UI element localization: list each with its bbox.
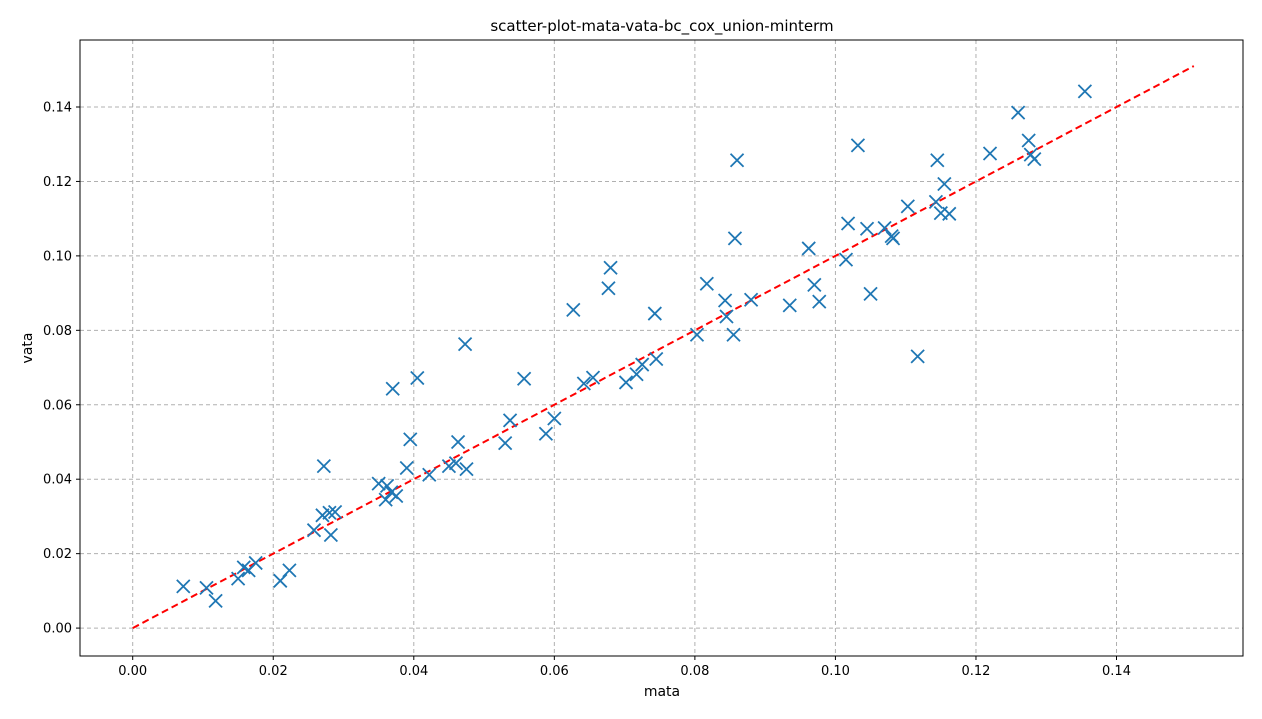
scatter-point — [629, 367, 644, 382]
scatter-point — [273, 573, 288, 588]
x-axis-label: mata — [644, 684, 680, 700]
scatter-point — [502, 413, 518, 428]
scatter-point — [649, 351, 664, 367]
scatter-point — [576, 376, 591, 391]
scatter-point — [1021, 133, 1036, 148]
x-tick-label: 0.14 — [1102, 664, 1131, 679]
plot-area-frame — [79, 39, 1244, 657]
scatter-point — [782, 298, 797, 313]
scatter-point — [199, 580, 214, 596]
scatter-point — [176, 579, 191, 594]
scatter-point — [900, 199, 915, 214]
scatter-point — [399, 460, 414, 476]
scatter-point — [389, 488, 404, 504]
scatter-point — [498, 435, 513, 451]
scatter-point — [585, 370, 601, 385]
scatter-point — [930, 153, 945, 168]
scatter-point — [306, 523, 322, 538]
scatter-point — [208, 593, 223, 609]
scatter-point — [699, 276, 714, 291]
scatter-point — [547, 411, 562, 426]
scatter-point — [323, 527, 339, 543]
scatter-point — [448, 456, 464, 471]
scatter-point — [1027, 151, 1042, 167]
y-axis-ticks: 0.00 0.02 0.04 0.06 0.08 0.10 0.12 0.14 — [43, 100, 80, 637]
scatter-point — [378, 492, 393, 507]
scatter-point — [726, 327, 741, 342]
scatter-point — [248, 555, 263, 571]
scatter-point — [371, 476, 386, 491]
grid-lines — [80, 40, 1243, 656]
scatter-point — [928, 194, 944, 210]
scatter-point — [743, 292, 759, 307]
scatter-point — [689, 327, 705, 342]
y-tick-label: 0.10 — [43, 249, 72, 264]
scatter-point — [729, 153, 745, 168]
y-tick-label: 0.14 — [43, 100, 72, 115]
chart-title: scatter-plot-mata-vata-bc_cox_union-mint… — [490, 17, 833, 36]
scatter-point — [327, 504, 343, 520]
scatter-point — [385, 381, 400, 396]
scatter-point — [801, 241, 816, 256]
y-tick-label: 0.06 — [43, 398, 72, 413]
x-tick-label: 0.06 — [540, 664, 569, 679]
scatter-point — [516, 371, 532, 386]
scatter-point — [450, 434, 466, 450]
scatter-point — [1010, 105, 1026, 120]
scatter-point — [840, 216, 856, 231]
scatter-point — [538, 426, 554, 441]
scatter-point — [230, 571, 246, 586]
scatter-point — [459, 462, 474, 477]
y-tick-label: 0.08 — [43, 324, 72, 339]
scatter-point — [942, 206, 957, 221]
scatter-point — [1077, 84, 1093, 99]
y-tick-label: 0.04 — [43, 473, 72, 488]
scatter-point — [850, 138, 866, 153]
scatter-point — [322, 505, 337, 520]
scatter-point — [410, 370, 425, 386]
x-axis-ticks: 0.00 0.02 0.04 0.06 0.08 0.10 0.12 0.14 — [118, 656, 1131, 679]
scatter-point — [647, 306, 662, 321]
scatter-point — [863, 286, 878, 301]
scatter-point — [812, 294, 827, 309]
scatter-point — [403, 432, 418, 447]
scatter-point — [457, 336, 473, 352]
y-tick-label: 0.02 — [43, 547, 72, 562]
x-tick-label: 0.12 — [961, 664, 990, 679]
scatter-point — [441, 459, 457, 474]
y-tick-label: 0.12 — [43, 175, 72, 190]
scatter-point — [937, 176, 952, 192]
scatter-point — [316, 459, 331, 474]
scatter-point — [859, 221, 875, 236]
scatter-point — [717, 293, 733, 308]
x-tick-label: 0.04 — [399, 664, 428, 679]
scatter-point — [885, 231, 901, 246]
scatter-point — [807, 277, 822, 293]
scatter-point — [282, 563, 297, 578]
x-tick-label: 0.00 — [118, 664, 147, 679]
scatter-points — [176, 84, 1093, 609]
x-tick-label: 0.10 — [821, 664, 850, 679]
scatter-point — [603, 260, 618, 275]
scatter-point — [982, 146, 998, 161]
y-tick-label: 0.00 — [43, 622, 72, 637]
scatter-point — [727, 231, 743, 246]
scatter-point — [910, 349, 925, 364]
scatter-point — [838, 252, 854, 267]
scatter-point — [719, 309, 734, 324]
scatter-point — [635, 357, 650, 372]
x-tick-label: 0.08 — [680, 664, 709, 679]
scatter-point — [618, 375, 634, 390]
scatter-point — [566, 302, 581, 317]
scatter-point — [601, 281, 616, 296]
scatter-point — [422, 467, 437, 482]
x-tick-label: 0.02 — [259, 664, 288, 679]
y-axis-label: vata — [20, 333, 36, 364]
